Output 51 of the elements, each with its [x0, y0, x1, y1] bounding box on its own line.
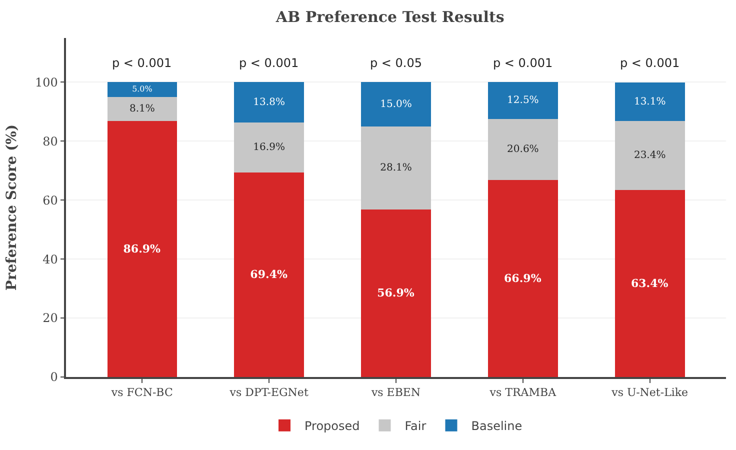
chart-title: AB Preference Test Results: [274, 8, 504, 26]
bar: [361, 126, 431, 210]
data-label: 63.4%: [630, 277, 669, 290]
annotation: p < 0.05: [370, 56, 422, 70]
legend-label: Proposed: [304, 419, 360, 434]
data-label: 56.9%: [377, 286, 415, 300]
data-label: 8.1%: [129, 103, 155, 114]
bar: [107, 96, 178, 121]
data-label: 20.6%: [507, 144, 539, 155]
legend-label: Fair: [404, 419, 426, 434]
data-label: 13.1%: [634, 96, 666, 108]
data-label: 66.9%: [504, 272, 542, 285]
bar: [614, 121, 685, 190]
data-label: 28.1%: [380, 162, 412, 174]
data-label: 23.4%: [634, 150, 666, 162]
annotation: p < 0.001: [493, 56, 553, 70]
bar: [614, 190, 685, 377]
annotation: p < 0.001: [112, 56, 172, 70]
y-axis-title: Preference Score (%): [4, 124, 20, 291]
x-tick-label: vs EBEN: [370, 386, 421, 399]
data-label: 86.9%: [123, 242, 162, 256]
y-tick-label: 0: [50, 370, 58, 384]
bar: [234, 172, 304, 377]
annotation: p < 0.001: [239, 56, 299, 70]
bar: [488, 82, 558, 120]
data-label: 69.4%: [250, 268, 288, 282]
x-tick-label: vs DPT-EGNet: [228, 386, 309, 399]
y-tick-label: 20: [42, 311, 58, 326]
bar: [234, 82, 304, 123]
annotation: p < 0.001: [620, 56, 680, 70]
x-tick-label: vs FCN-BC: [110, 386, 173, 399]
bar: [614, 82, 685, 122]
x-tick-label: vs TRAMBA: [488, 386, 558, 399]
data-label: 15.0%: [380, 98, 412, 110]
data-label: 13.8%: [253, 96, 285, 108]
bar: [234, 122, 304, 172]
bar: [488, 180, 558, 377]
bar: [361, 82, 431, 126]
legend-label: Baseline: [471, 419, 522, 434]
bar: [488, 119, 558, 180]
y-tick-label: 100: [34, 75, 58, 90]
x-tick-label: vs U-Net-Like: [610, 386, 688, 399]
y-tick-label: 60: [42, 193, 58, 208]
y-tick-label: 80: [42, 134, 58, 148]
data-label: 12.5%: [507, 95, 539, 106]
bar: [107, 120, 178, 377]
y-tick-label: 40: [42, 252, 58, 266]
bar: [107, 82, 178, 97]
bar: [361, 209, 431, 377]
data-label: 5.0%: [132, 84, 153, 94]
data-label: 16.9%: [253, 142, 285, 154]
